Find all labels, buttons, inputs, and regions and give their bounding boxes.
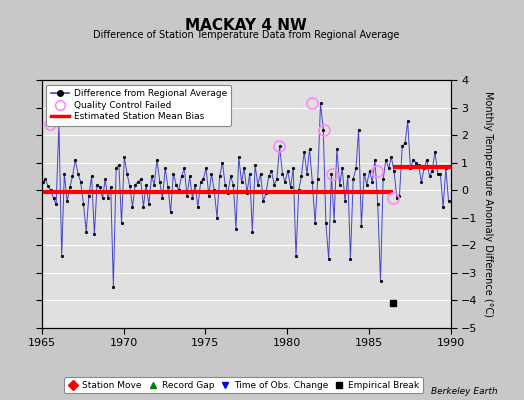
Text: MACKAY 4 NW: MACKAY 4 NW [185, 18, 307, 33]
Legend: Difference from Regional Average, Quality Control Failed, Estimated Station Mean: Difference from Regional Average, Qualit… [47, 84, 231, 126]
Y-axis label: Monthly Temperature Anomaly Difference (°C): Monthly Temperature Anomaly Difference (… [483, 91, 493, 317]
Text: Difference of Station Temperature Data from Regional Average: Difference of Station Temperature Data f… [93, 30, 399, 40]
Text: Berkeley Earth: Berkeley Earth [431, 387, 498, 396]
Legend: Station Move, Record Gap, Time of Obs. Change, Empirical Break: Station Move, Record Gap, Time of Obs. C… [64, 377, 423, 394]
